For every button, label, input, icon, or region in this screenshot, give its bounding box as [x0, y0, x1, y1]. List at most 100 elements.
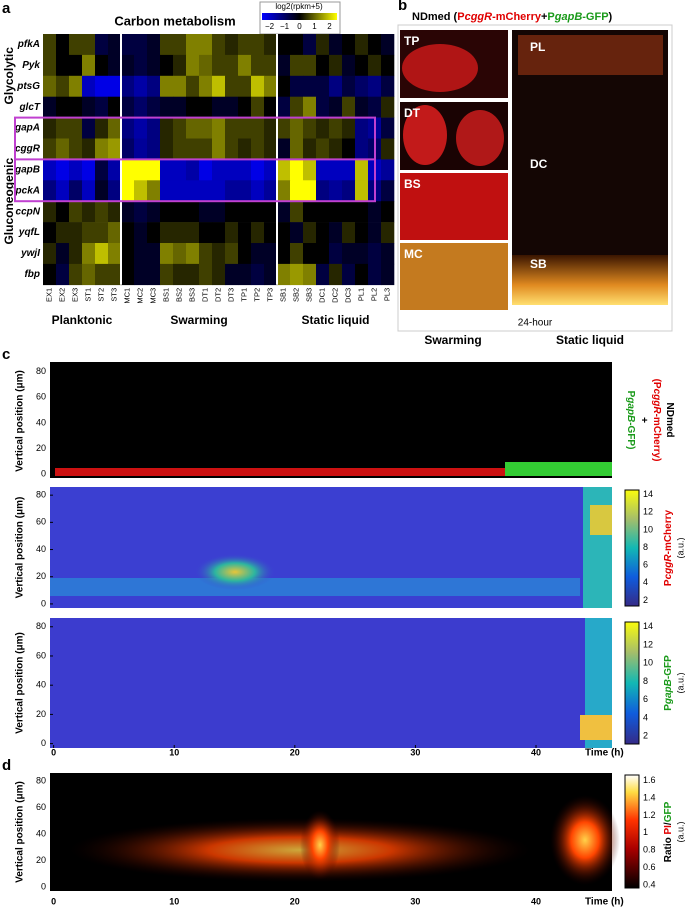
heatmap-cell — [108, 263, 122, 286]
heatmap-cell — [342, 75, 356, 97]
heatmap-cell — [147, 222, 161, 244]
heatmap-cell — [277, 222, 291, 244]
y-tick-label: 80 — [36, 490, 46, 500]
heatmap-cell — [329, 243, 343, 265]
x-tick-label: 10 — [169, 896, 179, 906]
heatmap-cell — [277, 159, 291, 181]
panel-label: a — [2, 0, 11, 17]
y-tick-label: 0 — [41, 469, 46, 479]
image-label: BS — [404, 177, 421, 191]
heatmap-cell — [173, 243, 187, 265]
heatmap-cell — [121, 75, 135, 97]
image-label: DT — [404, 106, 421, 120]
label-part: -GFP — [582, 11, 608, 23]
heatmap-cell — [303, 54, 317, 77]
heatmap-cell — [134, 54, 148, 77]
heatmap-cell — [43, 75, 57, 97]
column-label: EX3 — [70, 288, 79, 302]
heatmap-cell — [277, 34, 291, 56]
heatmap-cell — [69, 201, 83, 223]
label-part: Ratio — [663, 835, 674, 863]
heatmap-cell — [186, 138, 200, 160]
heatmap-cell — [316, 222, 330, 244]
colorbar-tick: 0.4 — [643, 880, 656, 890]
y-tick-label: 20 — [36, 709, 46, 719]
heatmap-cell — [56, 180, 70, 202]
heatmap-cell — [212, 180, 226, 202]
heatmap-cell — [56, 138, 70, 160]
heatmap-cell — [147, 96, 161, 118]
heatmap-cell — [316, 75, 330, 97]
colorbar-tick: 2 — [327, 22, 332, 31]
column-label: EX2 — [57, 288, 66, 302]
heatmap-cell — [225, 34, 239, 56]
group-label: Swarming — [424, 333, 481, 347]
heatmap-cell — [290, 159, 304, 181]
heatmap-cell — [212, 54, 226, 77]
heatmap-cell — [56, 54, 70, 77]
heatmap-cell — [147, 34, 161, 56]
heatmap-cell — [43, 159, 57, 181]
heatmap-cell — [342, 201, 356, 223]
heatmap-cell — [95, 201, 109, 223]
column-label: MC2 — [135, 288, 144, 304]
column-label: SB3 — [304, 288, 313, 302]
heatmap-cell — [381, 180, 395, 202]
column-label: BS2 — [174, 288, 183, 302]
heatmap-cell — [186, 117, 200, 139]
heatmap-cell — [95, 263, 109, 286]
heatmap-cell — [368, 96, 382, 118]
heatmap-cell — [95, 180, 109, 202]
gene-label: gapA — [14, 123, 40, 134]
unit-label: (a.u.) — [675, 821, 685, 842]
heatmap-cell — [134, 75, 148, 97]
heatmap-cell — [303, 180, 317, 202]
heatmap-cell — [95, 159, 109, 181]
heatmap-cell — [82, 263, 96, 286]
heatmap-cell — [121, 54, 135, 77]
heatmap-cell — [329, 201, 343, 223]
y-tick-label: 40 — [36, 828, 46, 838]
heatmap-cell — [251, 54, 265, 77]
image-blob — [402, 44, 478, 92]
column-label: DT2 — [213, 288, 222, 302]
column-label: DT3 — [226, 288, 235, 302]
heatmap-cell — [264, 159, 278, 181]
heatmap-cell — [342, 96, 356, 118]
heatmap-cell — [69, 222, 83, 244]
heatmap-cell — [43, 96, 57, 118]
colorbar-tick: 2 — [643, 595, 648, 605]
heatmap-cell — [355, 222, 369, 244]
colorbar-tick: 0.6 — [643, 862, 656, 872]
heatmap-cell — [290, 180, 304, 202]
heatmap-cell — [303, 159, 317, 181]
heatmap-cell — [121, 96, 135, 118]
heatmap-cell — [381, 243, 395, 265]
heatmap-cell — [121, 201, 135, 223]
heatmap-cell — [381, 96, 395, 118]
y-tick-label: 40 — [36, 417, 46, 427]
heatmap-cell — [108, 243, 122, 265]
heatmap-cell — [160, 180, 174, 202]
y-tick-label: 80 — [36, 775, 46, 785]
heatmap-cell — [199, 180, 213, 202]
heatmap-cell — [316, 138, 330, 160]
heatmap-cell — [316, 180, 330, 202]
heatmap-cell — [355, 138, 369, 160]
label-part: NDmed ( — [412, 11, 458, 23]
label-part: -mCherry — [663, 510, 674, 555]
heatmap-cell — [368, 201, 382, 223]
heatmap-cell — [368, 34, 382, 56]
heatmap-cell — [355, 34, 369, 56]
heatmap-cell — [225, 138, 239, 160]
y-tick-label: 0 — [41, 738, 46, 748]
panel-label: c — [2, 346, 10, 363]
heatmap-cell — [95, 96, 109, 118]
colorbar-tick: −1 — [280, 22, 290, 31]
heatmap-cell — [160, 201, 174, 223]
label: Ratio PI/GFP — [663, 801, 674, 862]
x-tick-label: 40 — [531, 747, 541, 757]
heatmap-cell — [199, 243, 213, 265]
label-part: (P — [651, 379, 662, 389]
heatmap-cell — [342, 222, 356, 244]
